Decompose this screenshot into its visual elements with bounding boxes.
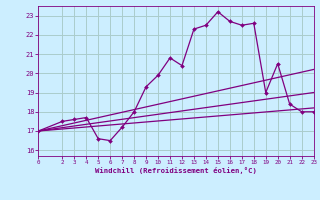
X-axis label: Windchill (Refroidissement éolien,°C): Windchill (Refroidissement éolien,°C)	[95, 167, 257, 174]
